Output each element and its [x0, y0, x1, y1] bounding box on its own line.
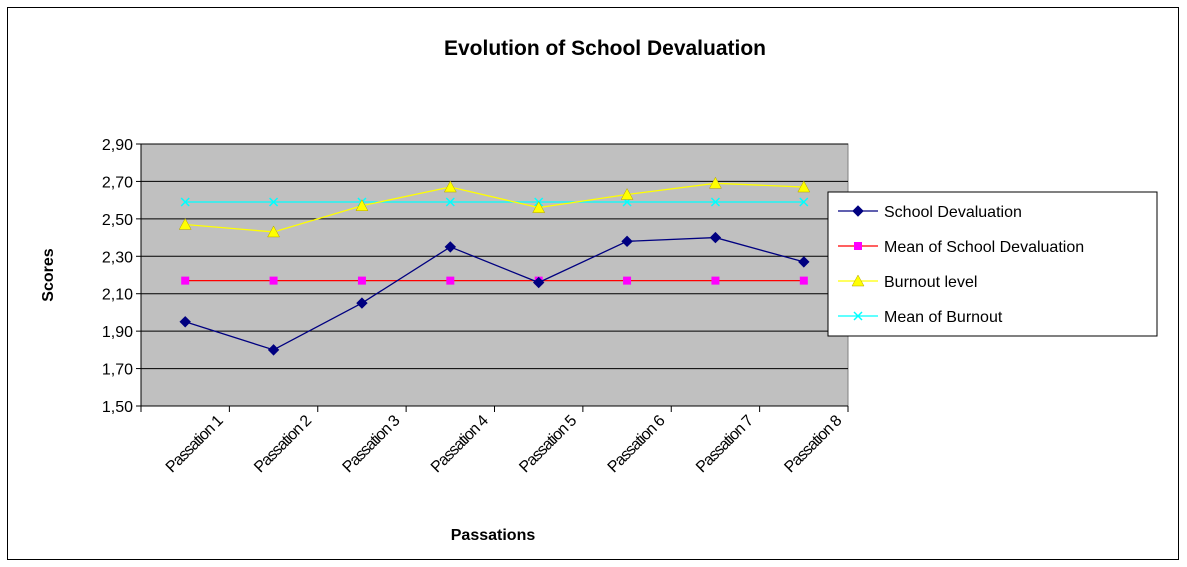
- data-point: [709, 231, 722, 244]
- x-tick-label: Passation 7: [693, 412, 757, 476]
- legend-marker: [851, 274, 865, 287]
- data-point: [532, 276, 545, 289]
- y-tick-label: 2,30: [102, 249, 133, 266]
- data-point: [269, 197, 279, 207]
- data-point: [710, 197, 720, 207]
- data-point: [356, 297, 368, 309]
- y-tick-label: 1,90: [102, 324, 133, 341]
- data-point: [446, 276, 455, 285]
- axes: [136, 143, 849, 412]
- data-point: [799, 197, 809, 207]
- data-point: [178, 217, 192, 230]
- data-point: [711, 276, 720, 285]
- data-point: [620, 188, 634, 200]
- data-point: [444, 241, 457, 253]
- y-tick-label: 2,10: [102, 287, 133, 304]
- legend-label: School Devaluation: [884, 204, 1022, 221]
- y-tick-labels: 1,50 1,70 1,90 2,10 2,30 2,50 2,70 2,90: [102, 137, 133, 416]
- y-tick-label: 2,50: [102, 212, 133, 229]
- series-burnout-level: [178, 176, 811, 238]
- x-axis-title: Passations: [451, 527, 536, 544]
- data-point: [355, 199, 369, 212]
- data-point: [797, 180, 811, 193]
- data-point: [179, 316, 191, 328]
- x-tick-label: Passation 8: [781, 412, 845, 476]
- data-point: [798, 256, 810, 268]
- legend-label: Burnout level: [884, 274, 977, 291]
- x-tick-label: Passation 1: [163, 412, 227, 476]
- x-tick-label: Passation 6: [605, 412, 669, 476]
- legend-label: Mean of Burnout: [884, 309, 1003, 326]
- x-tick-label: Passation 5: [516, 412, 580, 476]
- legend-box: [827, 191, 1158, 337]
- chart-title: Evolution of School Devaluation: [444, 37, 766, 60]
- data-point: [445, 197, 455, 207]
- data-point: [623, 276, 632, 285]
- data-point: [269, 276, 278, 285]
- legend: School Devaluation Mean of School Devalua…: [827, 191, 1158, 337]
- legend-marker: [854, 242, 862, 250]
- series-group: [178, 176, 811, 356]
- data-point: [180, 197, 190, 207]
- series-line: [184, 236, 804, 351]
- legend-marker: [853, 311, 863, 321]
- x-tick-label: Passation 4: [428, 412, 492, 476]
- data-point: [357, 276, 366, 285]
- series-school-devaluation: [179, 231, 810, 356]
- data-point: [621, 235, 633, 248]
- data-point: [532, 201, 546, 213]
- data-point: [181, 276, 190, 285]
- series-line: [185, 182, 804, 233]
- data-point: [443, 180, 457, 193]
- gridlines: [141, 143, 848, 370]
- y-tick-label: 2,90: [102, 137, 133, 154]
- data-point: [267, 344, 280, 356]
- x-tick-label: Passation 2: [251, 412, 315, 476]
- y-tick-label: 2,70: [102, 174, 133, 191]
- legend-label: Mean of School Devaluation: [884, 239, 1084, 256]
- data-point: [267, 225, 280, 238]
- data-point: [709, 176, 722, 189]
- plot-area: [140, 143, 849, 407]
- x-tick-label: Passation 3: [340, 412, 404, 476]
- y-tick-label: 1,50: [102, 399, 133, 416]
- legend-marker: [852, 205, 864, 217]
- y-tick-label: 1,70: [102, 362, 133, 379]
- x-tick-labels: Passation 1 Passation 2 Passation 3 Passati…: [163, 412, 846, 476]
- y-axis-title: Scores: [40, 248, 57, 301]
- data-point: [799, 276, 808, 285]
